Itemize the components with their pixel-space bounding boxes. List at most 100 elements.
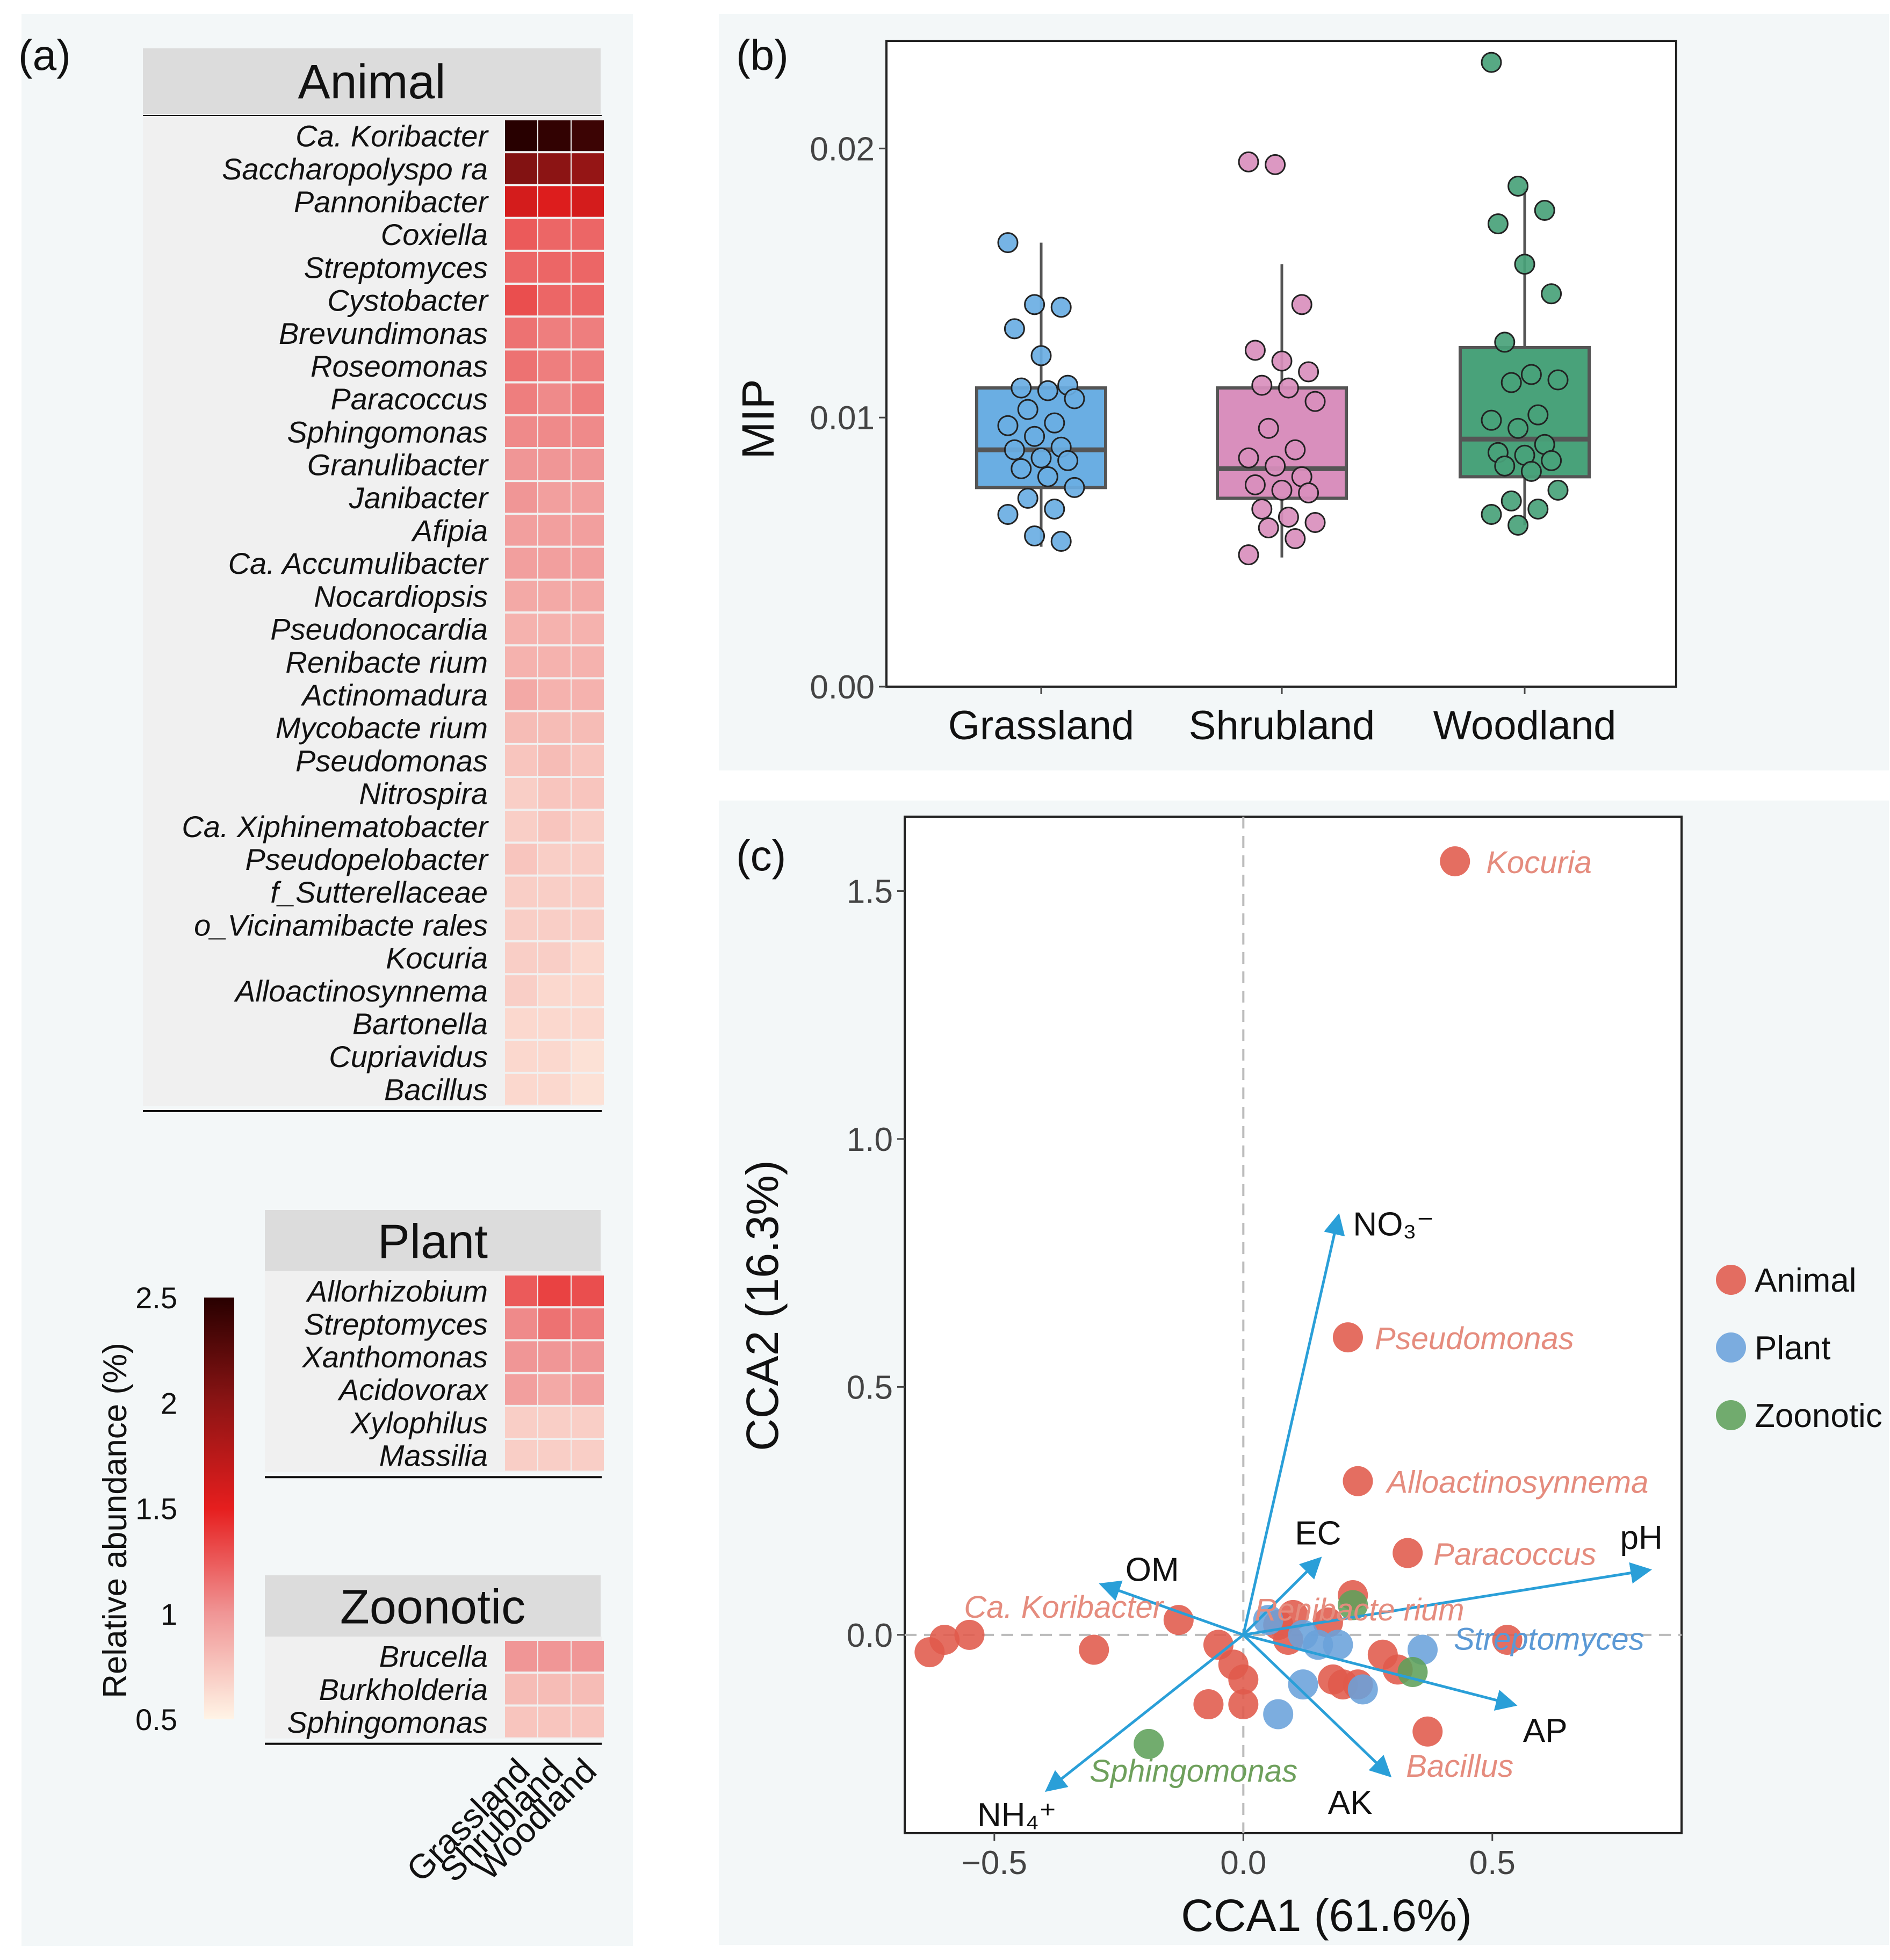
- data-point: [1278, 377, 1299, 399]
- cca-y-title: CCA2 (16.3%): [737, 1160, 788, 1451]
- colorbar-tick: 2.5: [135, 1281, 177, 1315]
- data-point: [1238, 544, 1259, 566]
- data-point: [1024, 294, 1045, 315]
- heatmap-cell: [505, 646, 537, 678]
- heatmap-cell: [538, 318, 571, 349]
- heatmap-cell: [505, 811, 537, 842]
- heatmap-cell: [572, 515, 604, 546]
- env-vector-label: AP: [1523, 1712, 1568, 1749]
- heatmap-cell: [505, 1374, 537, 1405]
- heatmap-cell: [572, 350, 604, 381]
- y-tick-label: 1.0: [847, 1121, 893, 1158]
- heatmap-cell: [505, 1008, 537, 1039]
- heatmap-cell: [572, 778, 604, 809]
- cca-point-plant: [1263, 1699, 1294, 1730]
- taxon-label: Ca. Koribacter: [295, 119, 489, 153]
- data-point: [1501, 372, 1522, 393]
- data-point: [1258, 417, 1279, 439]
- heatmap-cell: [505, 482, 537, 513]
- species-label: Renibacte rium: [1255, 1592, 1465, 1627]
- heatmap-cell: [572, 1674, 604, 1705]
- taxon-label: Janibacter: [349, 481, 489, 515]
- taxon-label: Pseudopelobacter: [246, 842, 489, 876]
- data-point: [1494, 332, 1516, 353]
- taxon-label: Nocardiopsis: [314, 579, 488, 613]
- heatmap-cell: [538, 219, 571, 250]
- data-point: [1251, 498, 1273, 520]
- heatmap-cell: [538, 120, 571, 152]
- data-point: [1507, 515, 1529, 536]
- taxon-label: Brucella: [379, 1640, 488, 1674]
- colorbar-ramp: [204, 1298, 234, 1719]
- cca-point-animal: [1193, 1689, 1224, 1720]
- data-point: [1024, 426, 1045, 447]
- heatmap-cell: [538, 614, 571, 645]
- heatmap-cell: [505, 318, 537, 349]
- taxon-label: Ca. Xiphinematobacter: [182, 810, 489, 844]
- data-point: [1244, 474, 1266, 495]
- cca-frame: [904, 816, 1683, 1834]
- heatmap-cell: [505, 416, 537, 447]
- env-vector-label: pH: [1620, 1519, 1662, 1557]
- data-point: [1037, 466, 1058, 487]
- colorbar-tick: 0.5: [135, 1703, 177, 1736]
- heatmap-cell: [505, 153, 537, 184]
- heatmap-cell: [505, 1276, 537, 1307]
- data-point: [1520, 364, 1542, 385]
- cca-point-animal: [1332, 1322, 1363, 1353]
- heatmap-cell: [572, 745, 604, 776]
- heatmap-cell: [538, 942, 571, 974]
- data-point: [1481, 409, 1502, 431]
- legend-swatch: [1716, 1332, 1746, 1363]
- heatmap-cell: [538, 1041, 571, 1072]
- cca-point-zoonotic: [1338, 1590, 1368, 1620]
- taxon-label: Bartonella: [352, 1007, 488, 1041]
- heatmap-cell: [572, 614, 604, 645]
- heatmap-cell: [572, 416, 604, 447]
- x-tick-label: −0.5: [962, 1844, 1027, 1882]
- heatmap-cell: [538, 350, 571, 381]
- data-point: [1011, 377, 1032, 399]
- heatmap-cell: [538, 975, 571, 1006]
- taxon-label: Brevundimonas: [279, 316, 488, 350]
- heatmap-cell: [538, 844, 571, 875]
- cca-point-animal: [1163, 1605, 1194, 1635]
- heatmap-cell: [538, 1641, 571, 1672]
- heatmap-cell: [572, 679, 604, 710]
- heatmap-cell: [505, 1341, 537, 1372]
- heatmap-cell: [505, 1308, 537, 1339]
- taxon-label: Acidovorax: [337, 1373, 489, 1407]
- taxon-label: Pseudonocardia: [270, 612, 488, 646]
- heatmap-cell: [572, 449, 604, 480]
- heatmap-cell: [505, 942, 537, 974]
- cca-panel: CCA1 (61.6%) CCA2 (16.3%) 0.0 0.5 1.0 1.5 −0…: [737, 816, 1882, 1941]
- cca-point-animal: [1393, 1538, 1423, 1568]
- heatmap-cell: [572, 153, 604, 184]
- taxon-label: Alloactinosynnema: [234, 974, 488, 1008]
- heatmap-cell: [538, 1008, 571, 1039]
- data-point: [1244, 340, 1266, 361]
- data-point: [1481, 52, 1502, 73]
- species-label: Paracoccus: [1433, 1537, 1596, 1572]
- colorbar: Relative abundance (%) 2.5 2 1.5 1 0.5: [97, 1281, 234, 1736]
- cca-point-animal: [1412, 1716, 1443, 1747]
- heatmap-cell: [505, 712, 537, 743]
- cca-point-plant: [1323, 1630, 1353, 1660]
- data-point: [1271, 350, 1293, 372]
- heatmap-cell: [572, 1407, 604, 1438]
- heatmap-cell: [538, 1308, 571, 1339]
- heatmap-cell: [505, 251, 537, 283]
- taxon-label: f_Sutterellaceae: [270, 875, 488, 909]
- data-point: [1251, 374, 1273, 396]
- taxon-label: Sphingomonas: [287, 1705, 488, 1739]
- heatmap-cell: [572, 646, 604, 678]
- heatmap-cell: [505, 1041, 537, 1072]
- heatmap-cell: [572, 285, 604, 316]
- env-vector-arrow: [1242, 1557, 1322, 1636]
- colorbar-tick: 2: [161, 1386, 177, 1420]
- panel-b-label: (b): [736, 31, 789, 79]
- data-point: [1534, 200, 1555, 221]
- species-label: Alloactinosynnema: [1386, 1465, 1649, 1500]
- heatmap-cell: [538, 778, 571, 809]
- heatmap-cell: [572, 547, 604, 579]
